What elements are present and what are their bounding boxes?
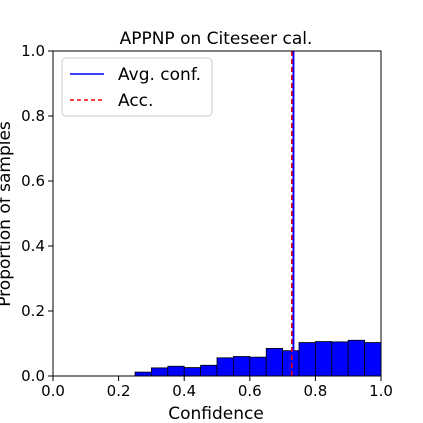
histogram-bar xyxy=(347,339,366,377)
histogram-bar xyxy=(183,367,201,377)
legend-avg-conf-label: Avg. conf. xyxy=(118,65,201,85)
histogram-bar xyxy=(249,356,267,377)
y-tick-label: 1.0 xyxy=(21,42,45,60)
x-tick-label: 0.8 xyxy=(303,382,327,400)
histogram-bar xyxy=(232,356,251,377)
histogram-bar xyxy=(134,371,152,377)
x-tick-label: 1.0 xyxy=(369,382,393,400)
legend-box xyxy=(61,57,213,117)
histogram-bar xyxy=(265,347,284,377)
histogram-bar xyxy=(200,364,218,377)
x-tick-label: 0.4 xyxy=(172,382,196,400)
y-tick-label: 0.0 xyxy=(21,367,45,385)
histogram-bar xyxy=(298,342,316,377)
histogram-bar xyxy=(282,350,300,377)
legend-acc-label: Acc. xyxy=(118,91,153,111)
y-tick-label: 0.6 xyxy=(21,172,45,190)
histogram-bar xyxy=(364,342,382,377)
x-tick-label: 0.2 xyxy=(107,382,131,400)
x-axis-label: Confidence xyxy=(168,404,264,423)
y-axis-label: Proportion of samples xyxy=(0,121,15,307)
histogram-bar xyxy=(331,341,349,377)
x-tick-label: 0.6 xyxy=(238,382,262,400)
histogram-bar xyxy=(167,365,185,377)
y-tick-label: 0.4 xyxy=(21,237,45,255)
y-tick-label: 0.8 xyxy=(21,107,45,125)
x-axis-ticks: 0.0 0.2 0.4 0.6 0.8 1.0 xyxy=(41,376,393,400)
y-tick-label: 0.2 xyxy=(21,302,45,320)
y-axis-ticks: 0.0 0.2 0.4 0.6 0.8 1.0 xyxy=(21,42,53,385)
histogram-bar xyxy=(314,341,333,377)
plot-frame xyxy=(52,50,382,377)
x-tick-label: 0.0 xyxy=(41,382,65,400)
histogram-bar xyxy=(216,357,234,377)
histogram-bars xyxy=(134,339,382,377)
reference-lines xyxy=(291,51,295,376)
legend: Avg. conf. Acc. xyxy=(61,57,213,117)
chart-title: APPNP on Citeseer cal. xyxy=(120,29,313,49)
histogram-bar xyxy=(150,367,169,377)
